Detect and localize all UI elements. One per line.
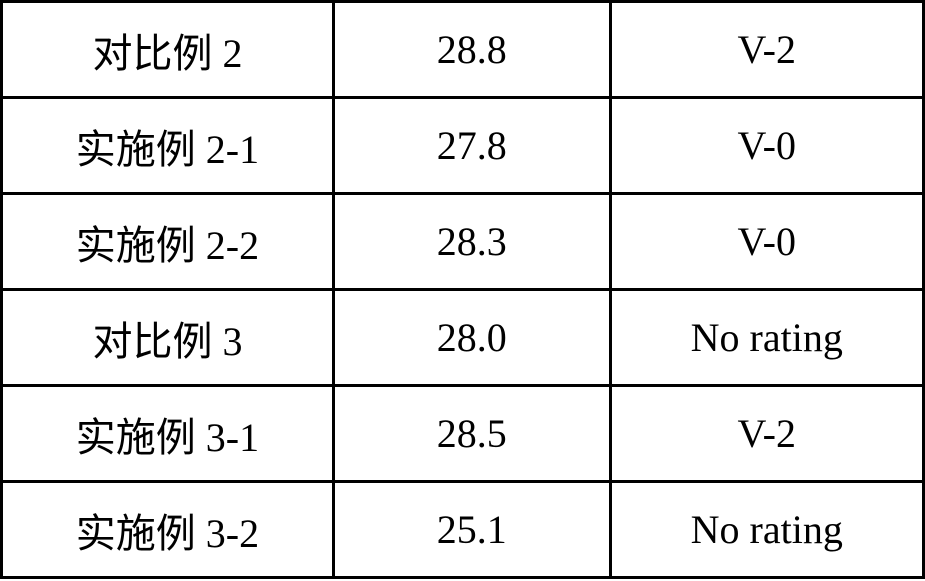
cell-rating: V-2 [610,2,924,98]
data-table: 对比例 2 28.8 V-2 实施例 2-1 27.8 V-0 实施例 2-2 … [0,0,925,579]
table-row: 实施例 3-1 28.5 V-2 [2,386,924,482]
cell-rating: V-0 [610,98,924,194]
cell-rating: No rating [610,482,924,578]
cell-value: 28.3 [333,194,610,290]
table-row: 对比例 3 28.0 No rating [2,290,924,386]
cell-rating: No rating [610,290,924,386]
cell-value: 27.8 [333,98,610,194]
cell-value: 28.0 [333,290,610,386]
data-table-container: 对比例 2 28.8 V-2 实施例 2-1 27.8 V-0 实施例 2-2 … [0,0,925,579]
cell-value: 25.1 [333,482,610,578]
table-row: 实施例 2-2 28.3 V-0 [2,194,924,290]
cell-label: 实施例 3-1 [2,386,334,482]
cell-label: 实施例 2-2 [2,194,334,290]
table-row: 对比例 2 28.8 V-2 [2,2,924,98]
cell-rating: V-0 [610,194,924,290]
table-row: 实施例 2-1 27.8 V-0 [2,98,924,194]
cell-value: 28.5 [333,386,610,482]
cell-label: 对比例 2 [2,2,334,98]
cell-label: 实施例 3-2 [2,482,334,578]
cell-rating: V-2 [610,386,924,482]
cell-label: 实施例 2-1 [2,98,334,194]
table-row: 实施例 3-2 25.1 No rating [2,482,924,578]
cell-label: 对比例 3 [2,290,334,386]
cell-value: 28.8 [333,2,610,98]
